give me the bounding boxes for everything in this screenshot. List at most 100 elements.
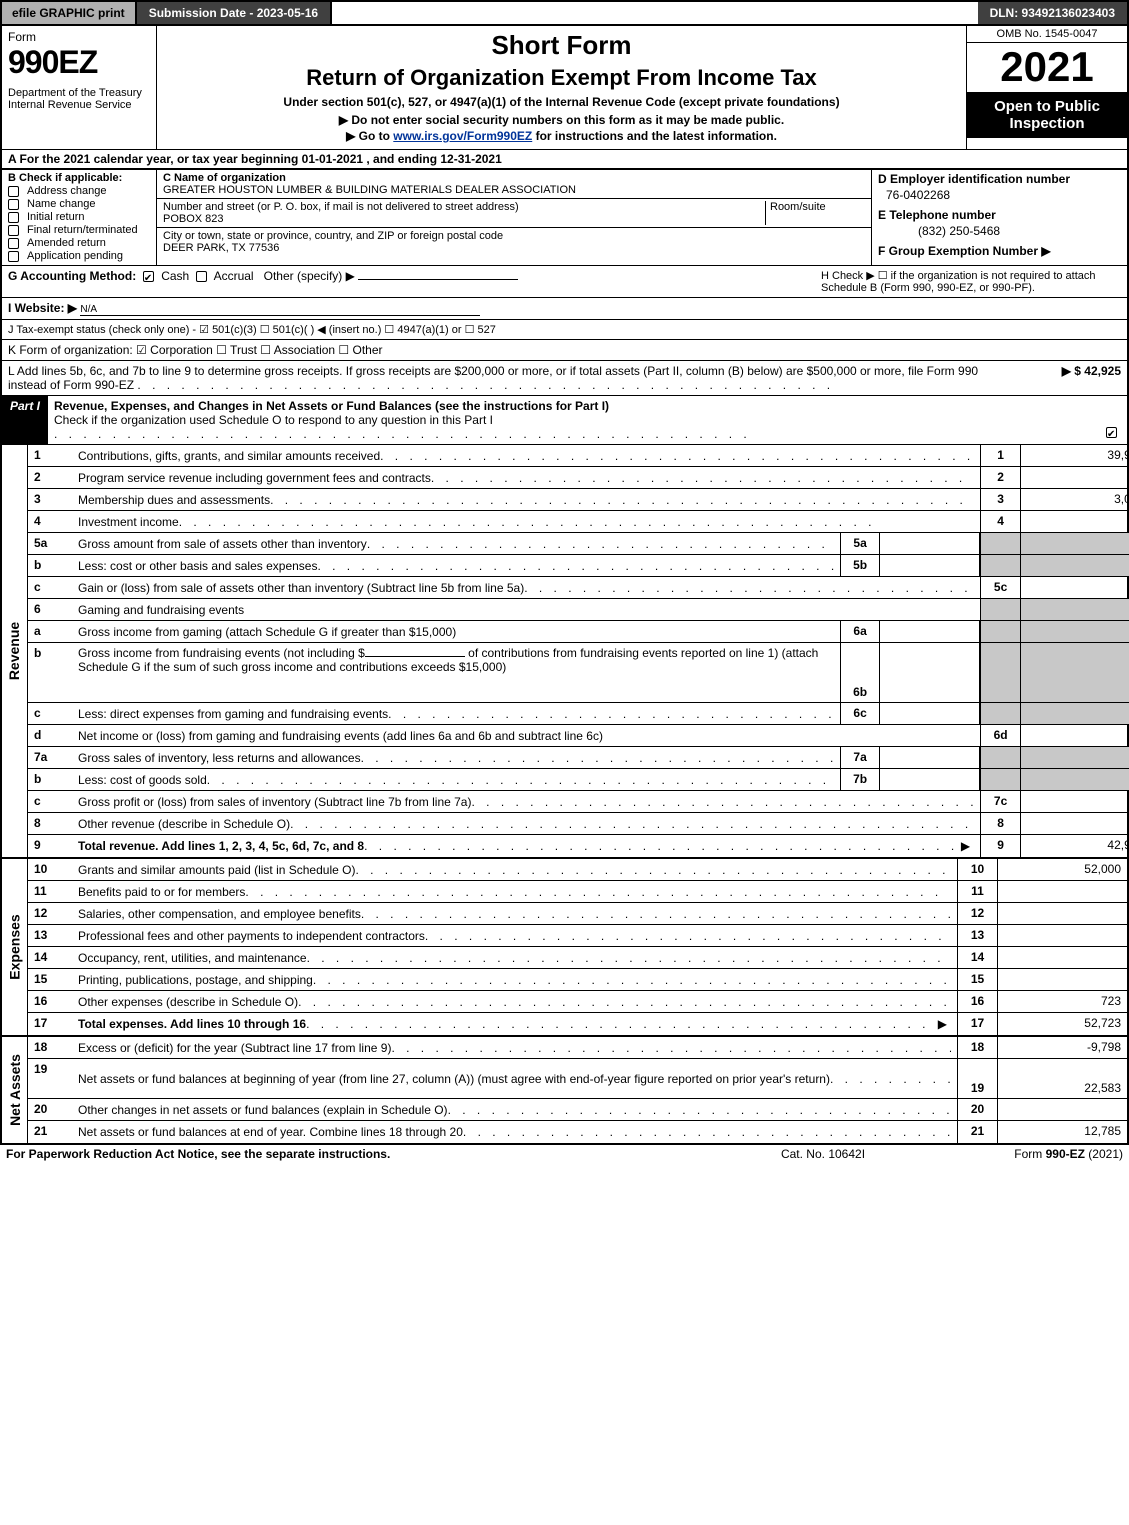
line-20-desc: Other changes in net assets or fund bala… [78,1103,448,1117]
line-2-no: 2 [28,467,72,488]
dln-label: DLN: 93492136023403 [978,2,1127,24]
line-6a-subval [880,621,980,642]
g-label: G Accounting Method: [8,269,136,283]
line-5b-no: b [28,555,72,576]
line-10-no: 10 [28,859,72,880]
line-8-no: 8 [28,813,72,834]
row-j: J Tax-exempt status (check only one) - ☑… [0,320,1129,340]
line-19-desc: Net assets or fund balances at beginning… [78,1072,830,1086]
line-6b-desc1: Gross income from fundraising events (no… [78,646,365,660]
line-11-no: 11 [28,881,72,902]
line-9-rno: 9 [980,835,1020,857]
column-d: D Employer identification number 76-0402… [872,170,1127,265]
line-12-val [997,903,1127,924]
submission-date: Submission Date - 2023-05-16 [137,2,332,24]
line-6d-desc: Net income or (loss) from gaming and fun… [78,729,603,743]
check-cash[interactable] [143,271,154,282]
line-6c-desc: Less: direct expenses from gaming and fu… [78,707,388,721]
line-5a-desc: Gross amount from sale of assets other t… [78,537,367,551]
check-initial-return-label: Initial return [27,211,84,223]
line-6-rno [980,599,1020,620]
line-17-rno: 17 [957,1013,997,1035]
group-exemption-label: F Group Exemption Number ▶ [878,244,1121,258]
line-7b-sub: 7b [840,769,880,790]
line-6a-no: a [28,621,72,642]
return-title: Return of Organization Exempt From Incom… [163,65,960,91]
check-address-change[interactable]: Address change [8,185,150,197]
line-6c-rno [980,703,1020,724]
line-1-no: 1 [28,445,72,466]
line-9-val: 42,925 [1020,835,1129,857]
other-specify-label: Other (specify) ▶ [264,269,355,283]
other-specify-input[interactable] [358,279,518,280]
line-9-desc: Total revenue. Add lines 1, 2, 3, 4, 5c,… [78,839,364,853]
omb-number: OMB No. 1545-0047 [967,26,1127,43]
line-11-rno: 11 [957,881,997,902]
line-5c-val [1020,577,1129,598]
line-7a-sub: 7a [840,747,880,768]
line-6d-rno: 6d [980,725,1020,746]
org-name: GREATER HOUSTON LUMBER & BUILDING MATERI… [163,184,865,196]
goto-post: for instructions and the latest informat… [532,129,777,143]
line-10-rno: 10 [957,859,997,880]
line-16-no: 16 [28,991,72,1012]
part-i-checkbox[interactable] [1106,427,1117,438]
line-7b-rno [980,769,1020,790]
line-3-rno: 3 [980,489,1020,510]
irs-link[interactable]: www.irs.gov/Form990EZ [393,129,532,143]
check-accrual[interactable] [196,271,207,282]
check-final-return[interactable]: Final return/terminated [8,224,150,236]
line-20-val [997,1099,1127,1120]
line-6c-sub: 6c [840,703,880,724]
line-10-desc: Grants and similar amounts paid (list in… [78,863,355,877]
line-13-desc: Professional fees and other payments to … [78,929,425,943]
line-6-rval [1020,599,1129,620]
header-right: OMB No. 1545-0047 2021 Open to Public In… [967,26,1127,149]
line-17-desc: Total expenses. Add lines 10 through 16 [78,1017,306,1031]
line-15-no: 15 [28,969,72,990]
line-17-val: 52,723 [997,1013,1127,1035]
check-application-pending[interactable]: Application pending [8,250,150,262]
netassets-side-label: Net Assets [2,1037,28,1143]
line-6b-no: b [28,643,72,702]
line-12-rno: 12 [957,903,997,924]
form-number: 990EZ [8,44,150,81]
check-name-change[interactable]: Name change [8,198,150,210]
cash-label: Cash [161,269,189,283]
line-20-no: 20 [28,1099,72,1120]
line-7a-subval [880,747,980,768]
check-initial-return[interactable]: Initial return [8,211,150,223]
line-5a-no: 5a [28,533,72,554]
line-7c-no: c [28,791,72,812]
room-suite-label: Room/suite [765,201,865,225]
line-11-val [997,881,1127,902]
check-amended-return[interactable]: Amended return [8,237,150,249]
line-9-no: 9 [28,835,72,857]
line-a: A For the 2021 calendar year, or tax yea… [0,149,1129,170]
open-to-public: Open to Public Inspection [967,91,1127,138]
check-name-change-label: Name change [27,198,96,210]
line-7c-val [1020,791,1129,812]
line-3-desc: Membership dues and assessments [78,493,270,507]
revenue-side-label: Revenue [2,445,28,857]
line-15-val [997,969,1127,990]
line-2-val [1020,467,1129,488]
telephone-label: E Telephone number [878,208,1121,222]
check-address-change-label: Address change [27,185,107,197]
line-4-val [1020,511,1129,532]
footer-right: Form 990-EZ (2021) [923,1147,1123,1161]
line-14-rno: 14 [957,947,997,968]
part-i-label: Part I [2,396,48,444]
line-14-desc: Occupancy, rent, utilities, and maintena… [78,951,307,965]
line-16-desc: Other expenses (describe in Schedule O) [78,995,298,1009]
telephone-value: (832) 250-5468 [918,224,1121,238]
row-gh: G Accounting Method: Cash Accrual Other … [0,266,1129,298]
line-5b-desc: Less: cost or other basis and sales expe… [78,559,317,573]
part-i-check-text: Check if the organization used Schedule … [54,413,493,427]
city-label: City or town, state or province, country… [163,230,865,242]
efile-print-button[interactable]: efile GRAPHIC print [2,2,137,24]
line-6b-blank[interactable] [365,656,465,657]
line-6a-rval [1020,621,1129,642]
expenses-lines: 10 Grants and similar amounts paid (list … [28,859,1127,1035]
line-8-val [1020,813,1129,834]
